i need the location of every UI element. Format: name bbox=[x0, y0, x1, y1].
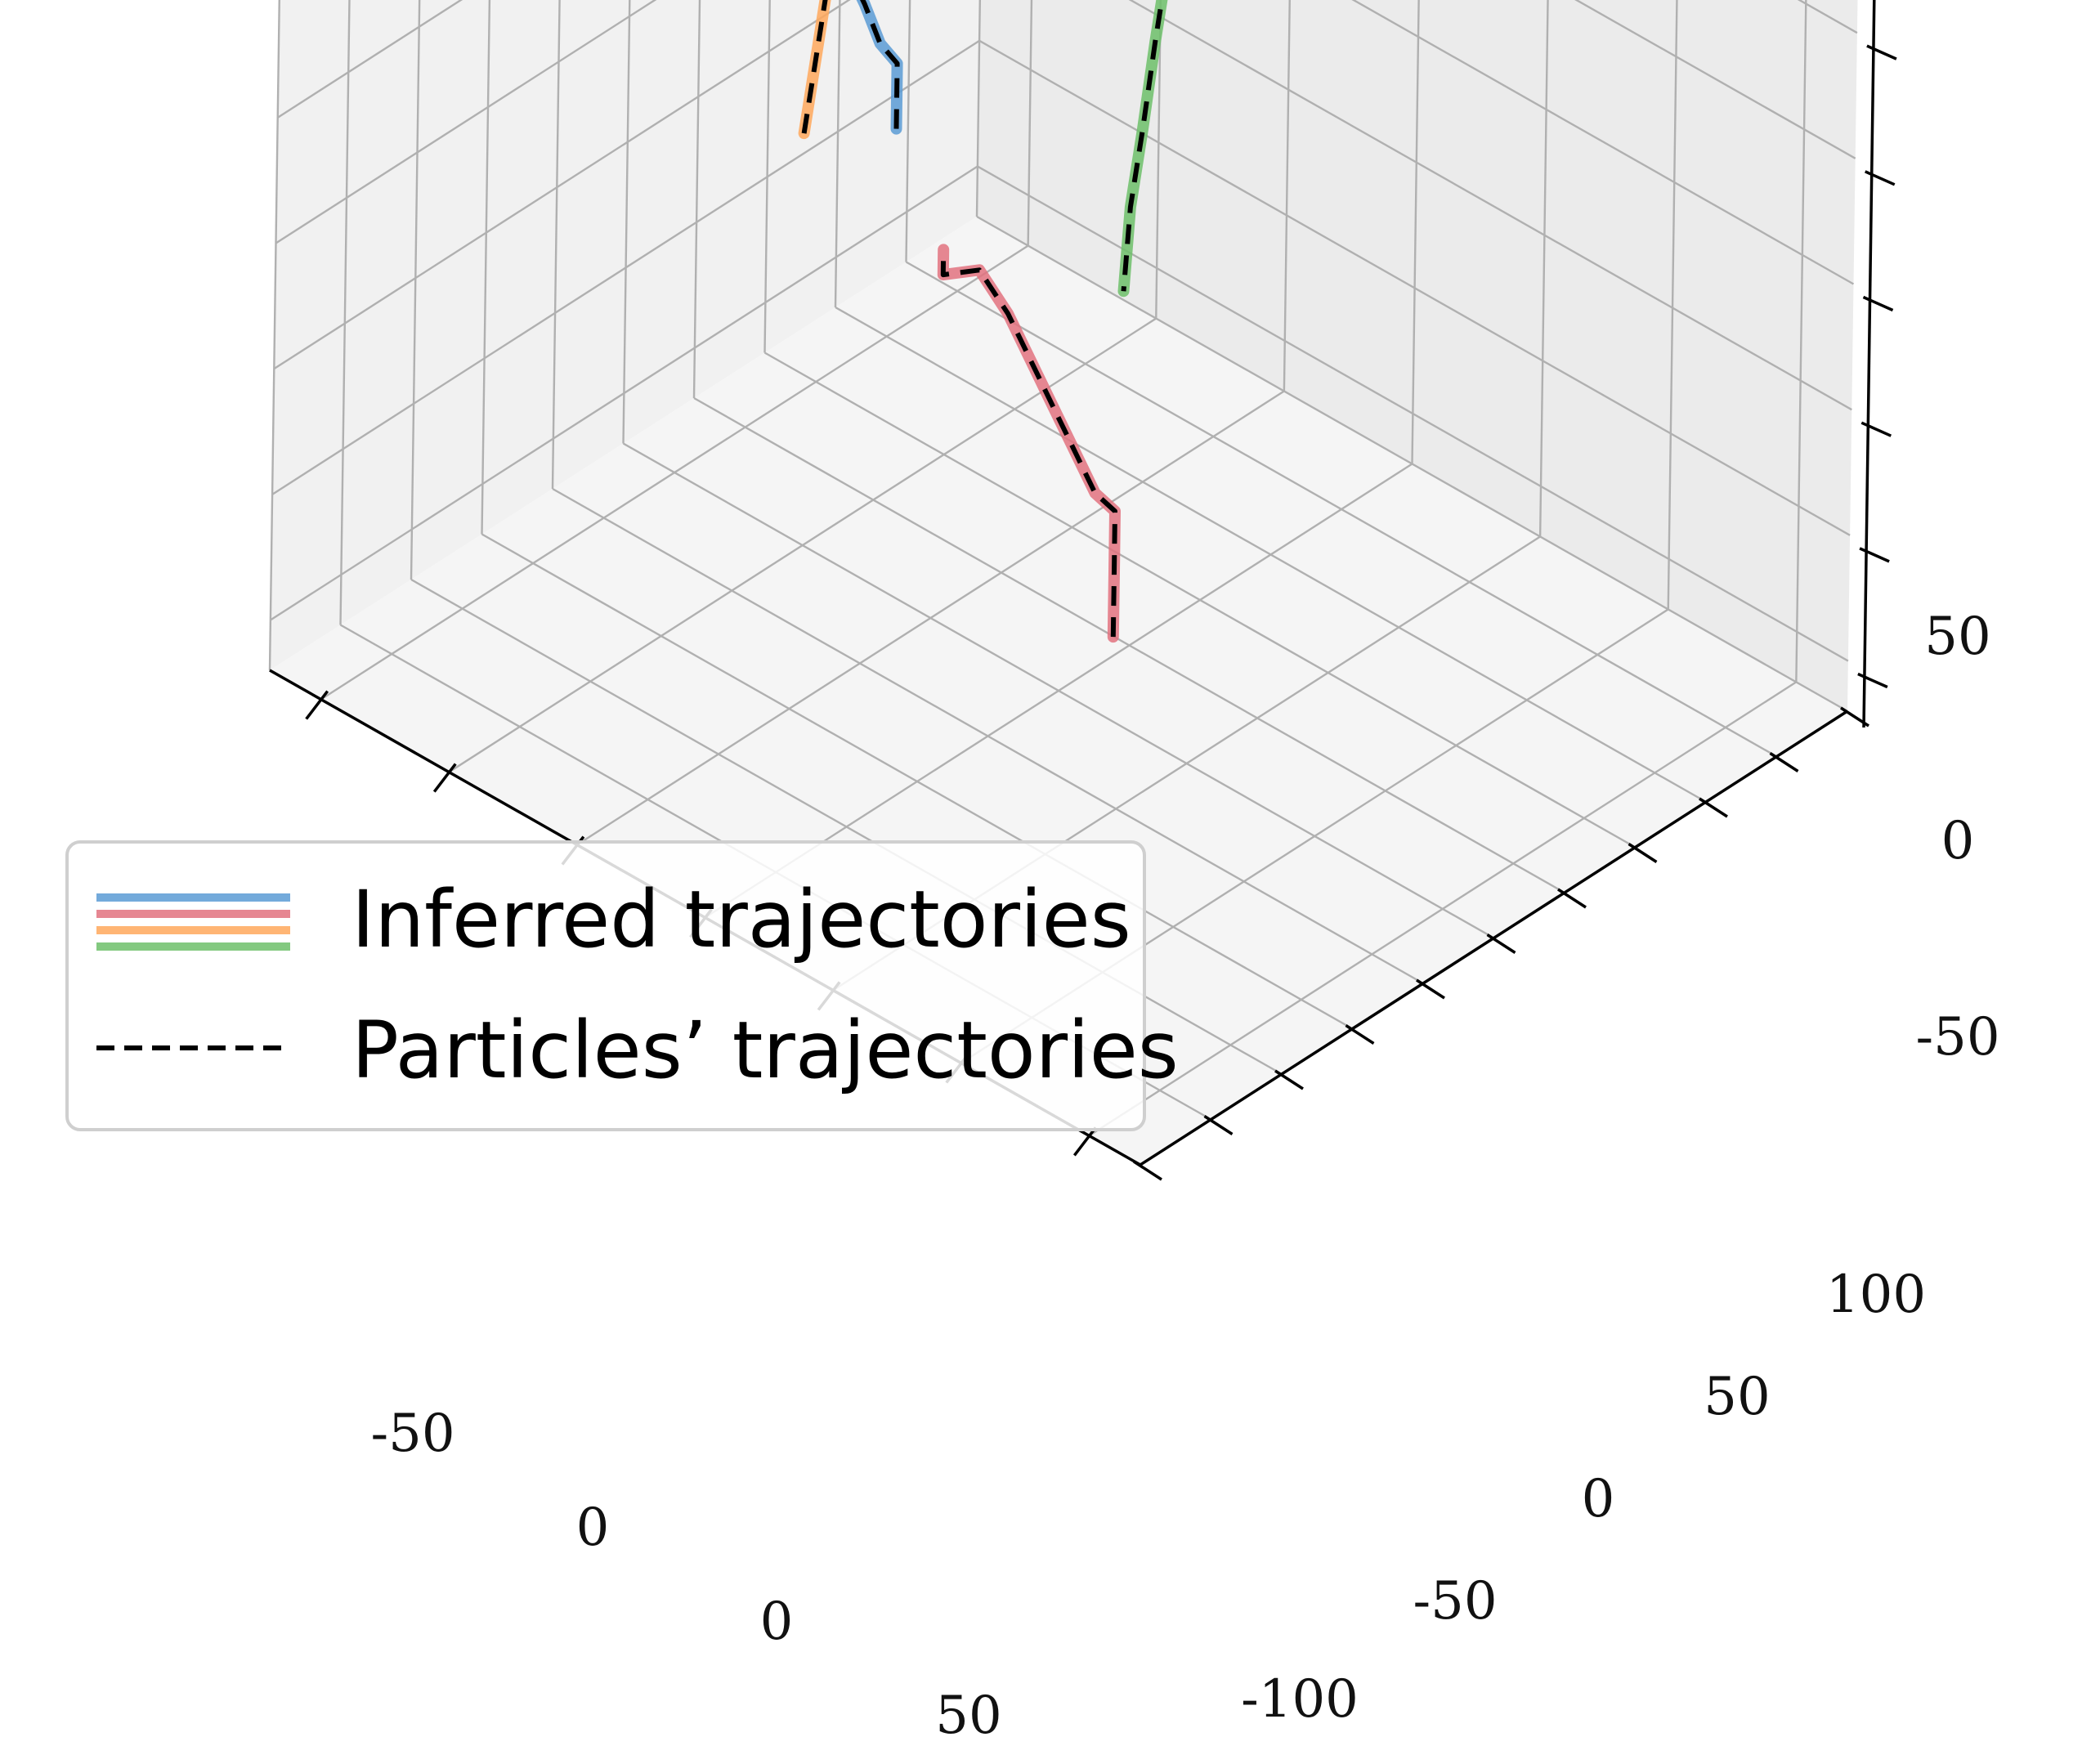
x-tick-label: -50 bbox=[370, 1404, 454, 1464]
x-tick bbox=[305, 690, 329, 720]
y-tick-label: -100 bbox=[1241, 1669, 1359, 1730]
y-tick-label: 50 bbox=[1704, 1367, 1770, 1427]
z-tick-label: -50 bbox=[1915, 1007, 1999, 1068]
legend-box bbox=[65, 840, 1146, 1131]
z-tick bbox=[1862, 295, 1894, 312]
z-tick bbox=[1866, 44, 1897, 60]
y-tick-label: -50 bbox=[1413, 1571, 1497, 1632]
y-tick-label: 0 bbox=[1582, 1469, 1615, 1529]
gridline bbox=[975, 0, 982, 217]
inferred-trajectory-1 bbox=[856, 0, 903, 135]
legend-label-particles: Particles’ trajectories bbox=[351, 1005, 1179, 1096]
y-tick bbox=[1486, 933, 1516, 954]
x-tick bbox=[432, 763, 457, 793]
legend: Inferred trajectories Particles’ trajecto… bbox=[65, 840, 1179, 1131]
gridline bbox=[1027, 0, 1033, 246]
y-tick bbox=[1840, 706, 1869, 728]
gridline bbox=[1128, 0, 1852, 411]
gridline bbox=[1351, 0, 1855, 285]
y-tick bbox=[1769, 752, 1799, 772]
x-tick-label: 50 bbox=[935, 1686, 1001, 1746]
gridline bbox=[693, 396, 1565, 894]
y-tick bbox=[1133, 1160, 1162, 1181]
gridline bbox=[481, 533, 1354, 1030]
y-tick bbox=[1274, 1069, 1304, 1090]
gridline bbox=[622, 442, 1495, 939]
gridline bbox=[1283, 0, 1291, 392]
gridline bbox=[763, 351, 1637, 848]
gridline bbox=[692, 0, 701, 399]
gridline bbox=[763, 0, 771, 353]
gridline bbox=[1155, 0, 1162, 319]
y-tick bbox=[1699, 797, 1728, 818]
gridline bbox=[270, 165, 978, 621]
gridline bbox=[834, 0, 841, 308]
gridline bbox=[905, 0, 911, 262]
y-tick bbox=[1557, 888, 1587, 909]
gridline bbox=[275, 0, 657, 244]
gridline bbox=[271, 39, 980, 495]
z-tick-label: 50 bbox=[1924, 607, 1990, 667]
x-tick bbox=[1072, 1126, 1097, 1157]
gridline bbox=[552, 487, 1424, 985]
z-tick bbox=[1864, 170, 1896, 186]
trajectories bbox=[798, 0, 1168, 643]
gridline bbox=[273, 0, 851, 370]
particle-trajectory-2 bbox=[940, 249, 1117, 638]
back-pane-left bbox=[977, 0, 1858, 711]
gridline bbox=[978, 39, 1851, 536]
z-tick bbox=[1860, 421, 1892, 437]
y-tick bbox=[1345, 1024, 1375, 1045]
z-axis-line bbox=[1862, 0, 1876, 728]
axis-panes bbox=[270, 0, 1858, 1165]
y-tick bbox=[1203, 1115, 1234, 1135]
z-tick bbox=[1859, 547, 1890, 563]
gridline bbox=[905, 261, 1778, 758]
axis-tick-labels: -50 0 0 50 -100 -50 0 50 100 -50 0 50 bbox=[370, 607, 1999, 1746]
x-tick-label: 0 bbox=[760, 1592, 794, 1652]
y-tick bbox=[1416, 978, 1445, 1000]
y-tick bbox=[1628, 843, 1658, 863]
y-tick-label: 100 bbox=[1826, 1265, 1926, 1325]
gridline bbox=[1574, 0, 1856, 159]
gridline bbox=[277, 0, 463, 119]
x-tick-label: 0 bbox=[576, 1498, 610, 1558]
z-tick-label: 0 bbox=[1941, 811, 1975, 871]
gridline bbox=[835, 306, 1707, 804]
particle-trajectory-4 bbox=[1121, 0, 1165, 292]
legend-label-inferred: Inferred trajectories bbox=[351, 874, 1131, 965]
grid-lines bbox=[268, 0, 1858, 1166]
z-tick bbox=[1857, 672, 1888, 689]
